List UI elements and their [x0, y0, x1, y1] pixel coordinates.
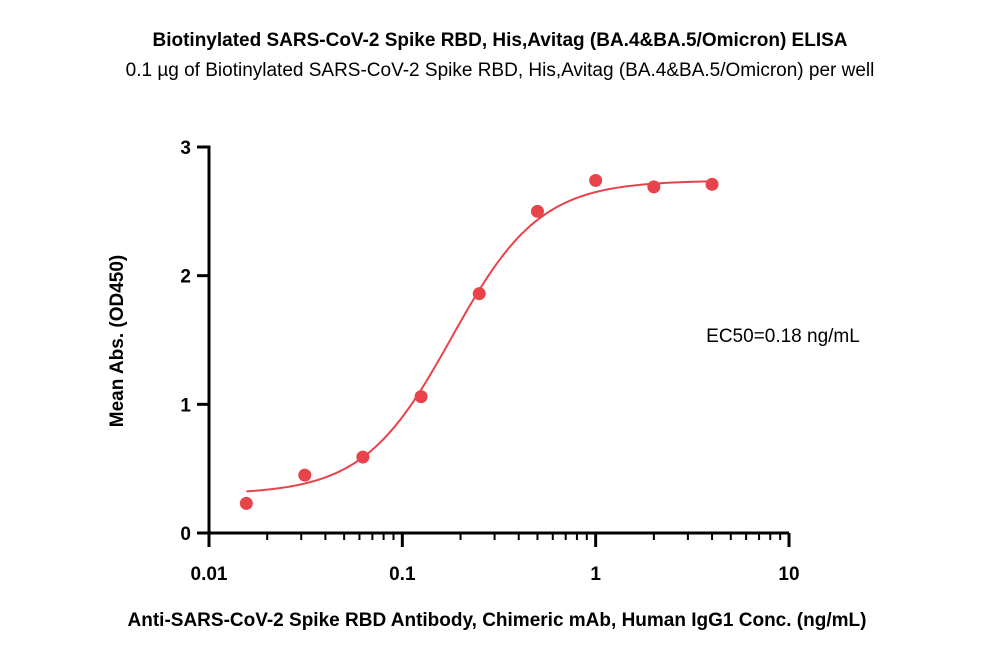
x-tick-label: 1 [590, 564, 601, 585]
data-point [589, 173, 603, 187]
axes: 0 1 2 3 0.01 0.1 1 10 [180, 138, 799, 585]
fit-curve [246, 180, 713, 493]
fit-curve-layer [246, 180, 713, 493]
data-point [298, 468, 312, 482]
data-point [530, 204, 544, 218]
data-point [647, 180, 661, 194]
y-tick-label: 0 [180, 524, 191, 545]
ec50-annotation: EC50=0.18 ng/mL [706, 326, 860, 347]
y-tick-label: 1 [180, 395, 191, 416]
data-point [414, 390, 428, 404]
x-tick-label: 10 [778, 564, 799, 585]
y-axis-title: Mean Abs. (OD450) [107, 255, 128, 427]
chart-title: Biotinylated SARS-CoV-2 Spike RBD, His,A… [152, 30, 848, 51]
chart-subtitle: 0.1 µg of Biotinylated SARS-CoV-2 Spike … [125, 60, 875, 81]
data-point [472, 287, 486, 301]
data-points-layer [239, 173, 719, 510]
x-tick-label: 0.1 [389, 564, 416, 585]
y-tick-label: 2 [180, 267, 191, 288]
data-point [239, 496, 253, 510]
y-tick-label: 3 [180, 138, 191, 159]
x-axis-title: Anti-SARS-CoV-2 Spike RBD Antibody, Chim… [128, 610, 867, 631]
data-point [705, 177, 719, 191]
data-point [356, 450, 370, 464]
x-tick-label: 0.01 [191, 564, 228, 585]
